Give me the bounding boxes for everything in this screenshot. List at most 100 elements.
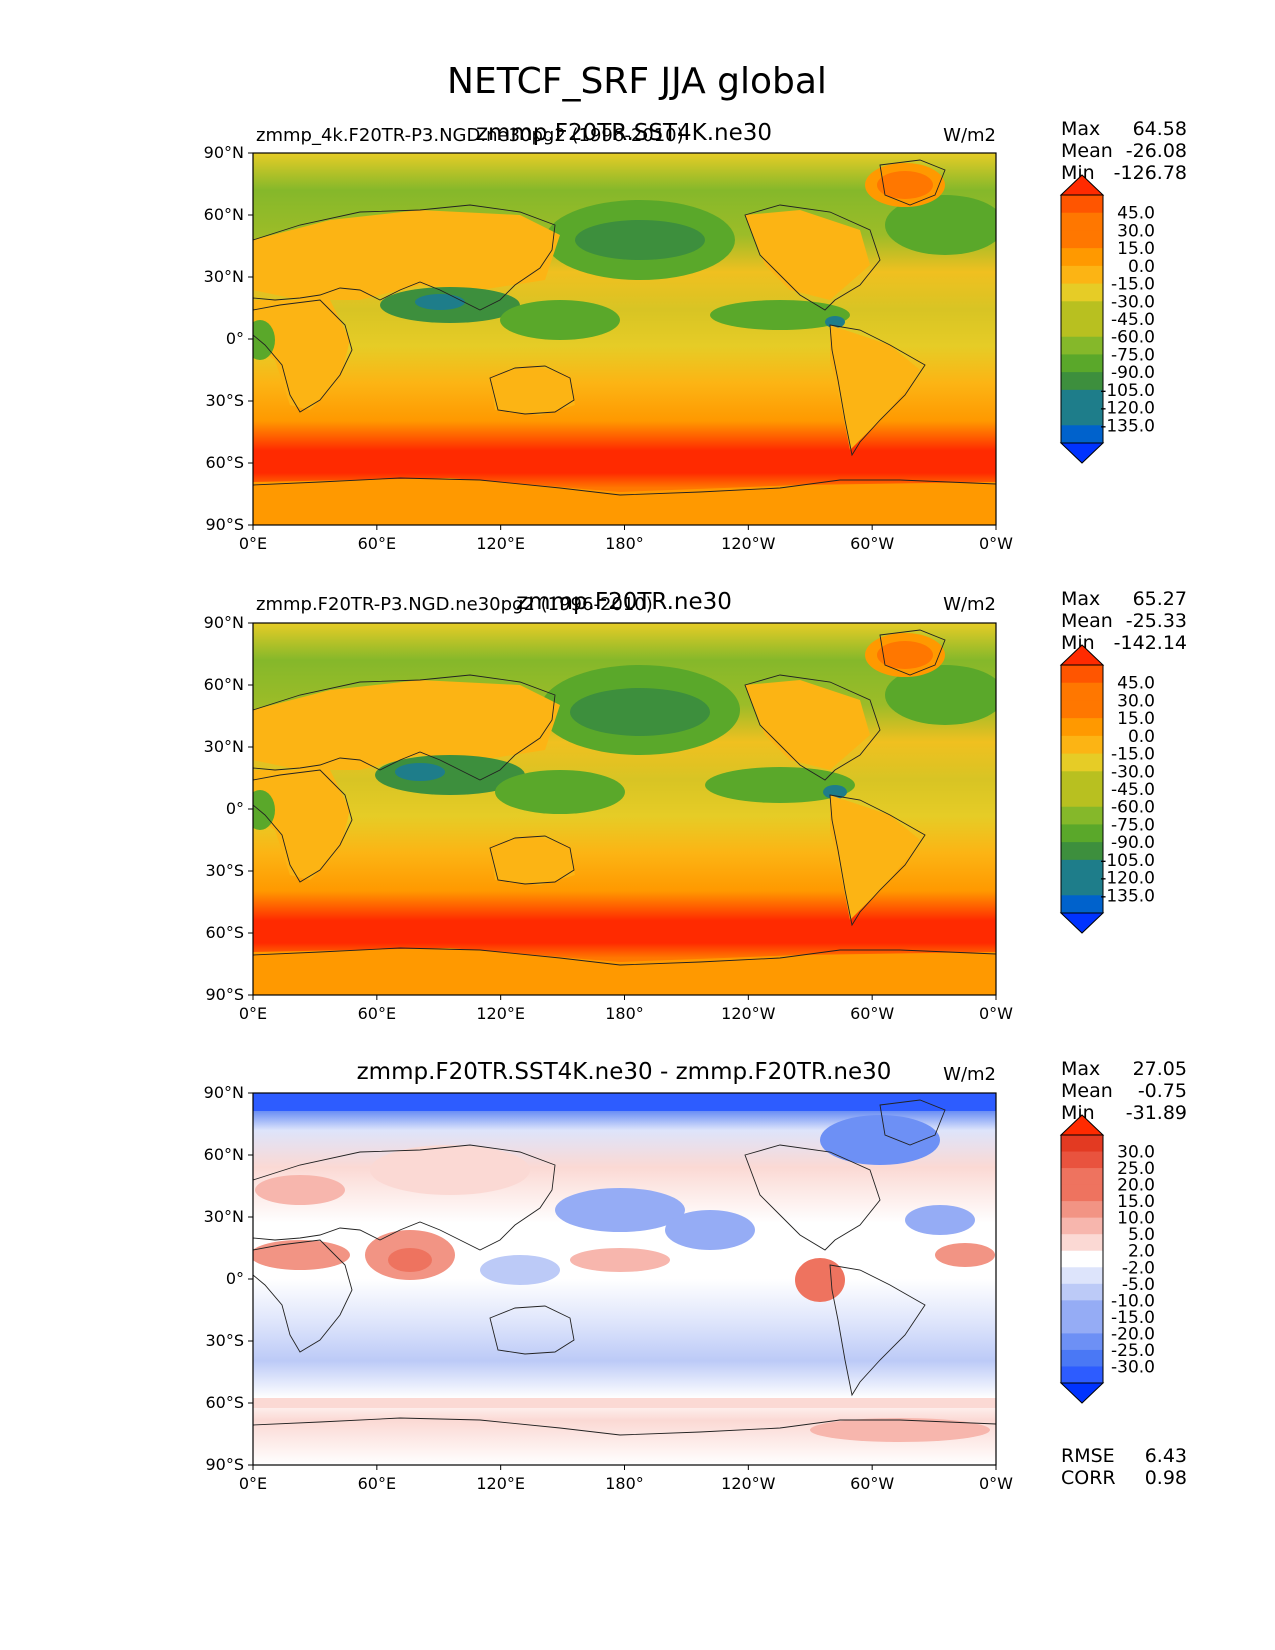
colorbar-segment (1061, 806, 1103, 825)
colorbar-level-label: 15.0 (1117, 709, 1155, 729)
lat-tick-label: 90°S (205, 515, 244, 534)
colorbar-segment (1061, 1333, 1103, 1351)
lon-tick-label: 60°W (850, 1474, 894, 1493)
colorbar-level-label: 30.0 (1117, 1143, 1155, 1163)
colorbar-level-label: -15.0 (1111, 745, 1155, 765)
colorbar-segment (1061, 336, 1103, 355)
colorbar-level-label: 0.0 (1128, 727, 1155, 747)
colorbar-level-label: -120.0 (1100, 869, 1155, 889)
lon-tick-label: 60°W (850, 1004, 894, 1023)
colorbar-level-label: 20.0 (1117, 1176, 1155, 1196)
panel-test-center-title: zmmp.F20TR.SST4K.ne30 (476, 120, 772, 146)
lon-tick-label: 0°W (979, 534, 1013, 553)
panel-difference-corr-value: 0.98 (1145, 1467, 1187, 1489)
colorbar-segment (1061, 1366, 1103, 1384)
colorbar-segment (1061, 389, 1103, 409)
colorbar-level-label: -30.0 (1111, 292, 1155, 312)
panel-reference-map (253, 623, 996, 995)
lon-tick-label: 120°E (476, 534, 525, 553)
colorbar-segment (1061, 1283, 1103, 1301)
colorbar-segment (1061, 319, 1103, 338)
lat-tick-label: 90°N (204, 613, 244, 632)
colorbar-level-label: -45.0 (1111, 780, 1155, 800)
colorbar-extend-min (1059, 912, 1105, 934)
panel-reference-units: W/m2 (943, 594, 996, 615)
lon-tick-label: 0°W (979, 1474, 1013, 1493)
colorbar-segment (1061, 1135, 1103, 1153)
lon-tick-label: 120°W (721, 1474, 776, 1493)
colorbar-segment (1061, 1300, 1103, 1318)
panel-reference-max-label: Max (1061, 588, 1100, 610)
panel-reference-min-value: -142.14 (1114, 632, 1187, 654)
panel-difference-coastlines (253, 1099, 996, 1436)
colorbar-level-label: -15.0 (1111, 1308, 1155, 1328)
colorbar-segment (1061, 425, 1103, 444)
colorbar-segment (1061, 789, 1103, 808)
colorbar-segment (1061, 248, 1103, 267)
lat-tick-label: 30°N (204, 1207, 244, 1226)
panel-difference: zmmp.F20TR.SST4K.ne30 - zmmp.F20TR.ne30 … (252, 1058, 1187, 1489)
panel-difference-mean-value: -0.75 (1138, 1080, 1187, 1102)
colorbar-segment (1061, 301, 1103, 320)
panel-reference-left-title: zmmp.F20TR-P3.NGD.ne30pg2 (1996-2010) (256, 594, 653, 615)
colorbar-level-label: 45.0 (1117, 674, 1155, 694)
panel-reference-colorbar: 45.030.015.00.0-15.0-30.0-45.0-60.0-75.0… (1059, 644, 1155, 934)
lon-tick-label: 60°E (358, 1474, 396, 1493)
colorbar-level-label: 25.0 (1117, 1159, 1155, 1179)
colorbar-segment (1061, 753, 1103, 772)
panel-difference-max-label: Max (1061, 1058, 1100, 1080)
lon-tick-label: 120°E (476, 1474, 525, 1493)
colorbar-segment (1061, 824, 1103, 843)
panel-test-min-value: -126.78 (1114, 162, 1187, 184)
colorbar-extend-min (1059, 442, 1105, 464)
lat-tick-label: 30°N (204, 737, 244, 756)
panel-reference-center-title: zmmp.F20TR.ne30 (516, 589, 732, 615)
colorbar-segment (1061, 718, 1103, 737)
colorbar-segment (1061, 212, 1103, 231)
colorbar-segment (1061, 372, 1103, 391)
panel-difference-rmse-value: 6.43 (1145, 1445, 1187, 1467)
colorbar-segment (1061, 1250, 1103, 1268)
colorbar-segment (1061, 877, 1103, 896)
colorbar-level-label: 45.0 (1117, 204, 1155, 224)
panel-test-units: W/m2 (943, 125, 996, 146)
lat-tick-label: 60°S (205, 453, 244, 472)
colorbar-segment (1061, 1201, 1103, 1219)
lat-tick-label: 60°N (204, 675, 244, 694)
lat-tick-label: 60°S (205, 1393, 244, 1412)
figure-title: NETCF_SRF JJA global (447, 61, 827, 102)
colorbar-segment (1061, 735, 1103, 755)
colorbar-level-label: -30.0 (1111, 762, 1155, 782)
colorbar-level-label: 30.0 (1117, 691, 1155, 711)
colorbar-level-label: -75.0 (1111, 345, 1155, 365)
colorbar-segment (1061, 859, 1103, 879)
panel-reference-coastlines (253, 629, 996, 966)
colorbar-level-label: -60.0 (1111, 328, 1155, 348)
colorbar-level-label: -60.0 (1111, 798, 1155, 818)
panel-test: zmmp_4k.F20TR-P3.NGD.ne30pg2 (1996-2010)… (252, 118, 1187, 526)
colorbar-level-label: -30.0 (1111, 1357, 1155, 1377)
lon-tick-label: 180° (605, 534, 644, 553)
lon-tick-label: 120°E (476, 1004, 525, 1023)
lon-tick-label: 120°W (721, 534, 776, 553)
colorbar-segment (1061, 665, 1103, 684)
panel-reference-mean-value: -25.33 (1126, 610, 1187, 632)
lat-tick-label: 90°S (205, 985, 244, 1004)
lon-tick-label: 0°E (239, 534, 267, 553)
lon-tick-label: 60°W (850, 534, 894, 553)
colorbar-segment (1061, 1316, 1103, 1334)
colorbar-segment (1061, 1184, 1103, 1202)
colorbar-level-label: 15.0 (1117, 239, 1155, 259)
colorbar-level-label: -105.0 (1100, 851, 1155, 871)
colorbar-segment (1061, 771, 1103, 790)
panel-difference-corr-label: CORR (1061, 1467, 1116, 1489)
lon-tick-label: 180° (605, 1474, 644, 1493)
colorbar-level-label: -90.0 (1111, 833, 1155, 853)
panel-difference-max-value: 27.05 (1133, 1058, 1187, 1080)
lat-tick-label: 60°S (205, 923, 244, 942)
colorbar-segment (1061, 283, 1103, 302)
panel-reference: zmmp.F20TR-P3.NGD.ne30pg2 (1996-2010) zm… (252, 588, 1187, 996)
colorbar-segment (1061, 1349, 1103, 1367)
colorbar-level-label: -15.0 (1111, 275, 1155, 295)
